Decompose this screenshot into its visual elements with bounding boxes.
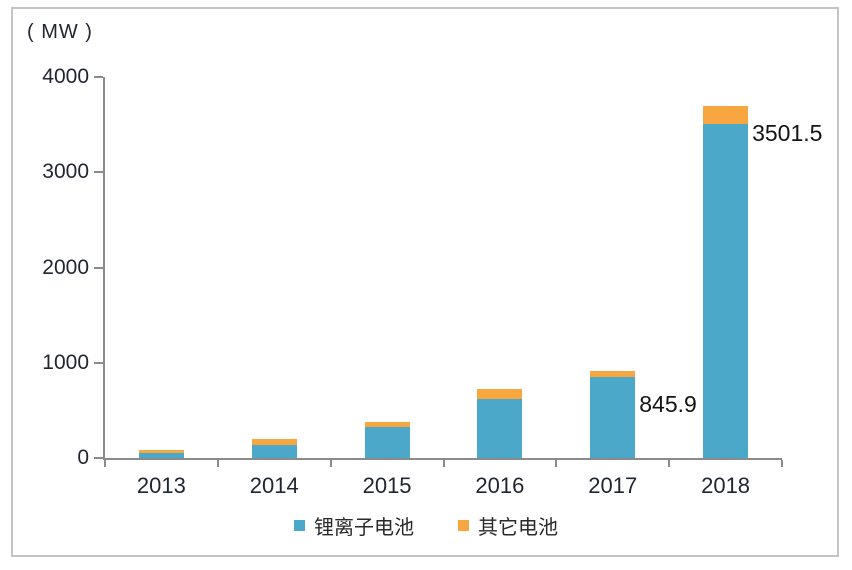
bar-segment-li-ion — [138, 453, 184, 458]
legend-swatch-icon — [458, 520, 469, 531]
legend-label: 锂离子电池 — [314, 517, 414, 539]
bar-segment-li-ion — [251, 445, 297, 458]
legend-label: 其它电池 — [478, 517, 558, 539]
x-tick-mark — [668, 460, 671, 467]
y-tick-mark — [94, 171, 103, 174]
bar-segment-li-ion — [703, 124, 749, 458]
x-tick-mark — [329, 460, 332, 467]
y-tick-mark — [94, 266, 103, 269]
y-tick-mark — [94, 76, 103, 78]
x-tick-mark — [555, 460, 558, 467]
y-axis-unit-label: ( MW ) — [27, 21, 93, 43]
legend-item: 其它电池 — [458, 511, 558, 540]
x-tick-mark — [781, 460, 783, 467]
data-label: 845.9 — [639, 391, 697, 418]
y-tick-label: 1000 — [42, 350, 89, 374]
x-axis-label: 2015 — [362, 473, 412, 498]
bar-segment-other — [138, 450, 184, 454]
x-axis-label: 2013 — [136, 473, 186, 498]
y-tick-label: 3000 — [42, 160, 89, 184]
y-tick-label: 4000 — [42, 65, 89, 88]
legend: 锂离子电池 其它电池 — [0, 511, 852, 540]
y-tick-label: 2000 — [42, 255, 89, 279]
y-tick-mark — [94, 457, 103, 459]
x-axis-label: 2014 — [249, 473, 299, 498]
y-tick-label: 0 — [77, 446, 89, 469]
bar-segment-li-ion — [590, 377, 636, 458]
bar-segment-li-ion — [477, 398, 523, 458]
bar-segment-li-ion — [364, 426, 410, 458]
y-tick-mark — [94, 361, 103, 364]
x-tick-mark — [104, 460, 106, 467]
x-axis-label: 2018 — [701, 473, 751, 498]
bar-segment-other — [477, 389, 523, 399]
x-axis-label: 2017 — [588, 473, 638, 498]
data-label: 3501.5 — [752, 120, 823, 147]
x-tick-mark — [442, 460, 445, 467]
legend-swatch-icon — [294, 520, 305, 531]
x-axis-label: 2016 — [475, 473, 525, 498]
bar-segment-other — [590, 371, 636, 378]
x-tick-mark — [216, 460, 219, 467]
bar-segment-other — [703, 106, 749, 125]
legend-item: 锂离子电池 — [294, 511, 414, 540]
bar-segment-other — [364, 422, 410, 427]
plot-area: 0 1000 2000 3000 4000 2013 2014 2015 2016 2017 201… — [42, 65, 822, 498]
bar-segment-other — [251, 439, 297, 446]
